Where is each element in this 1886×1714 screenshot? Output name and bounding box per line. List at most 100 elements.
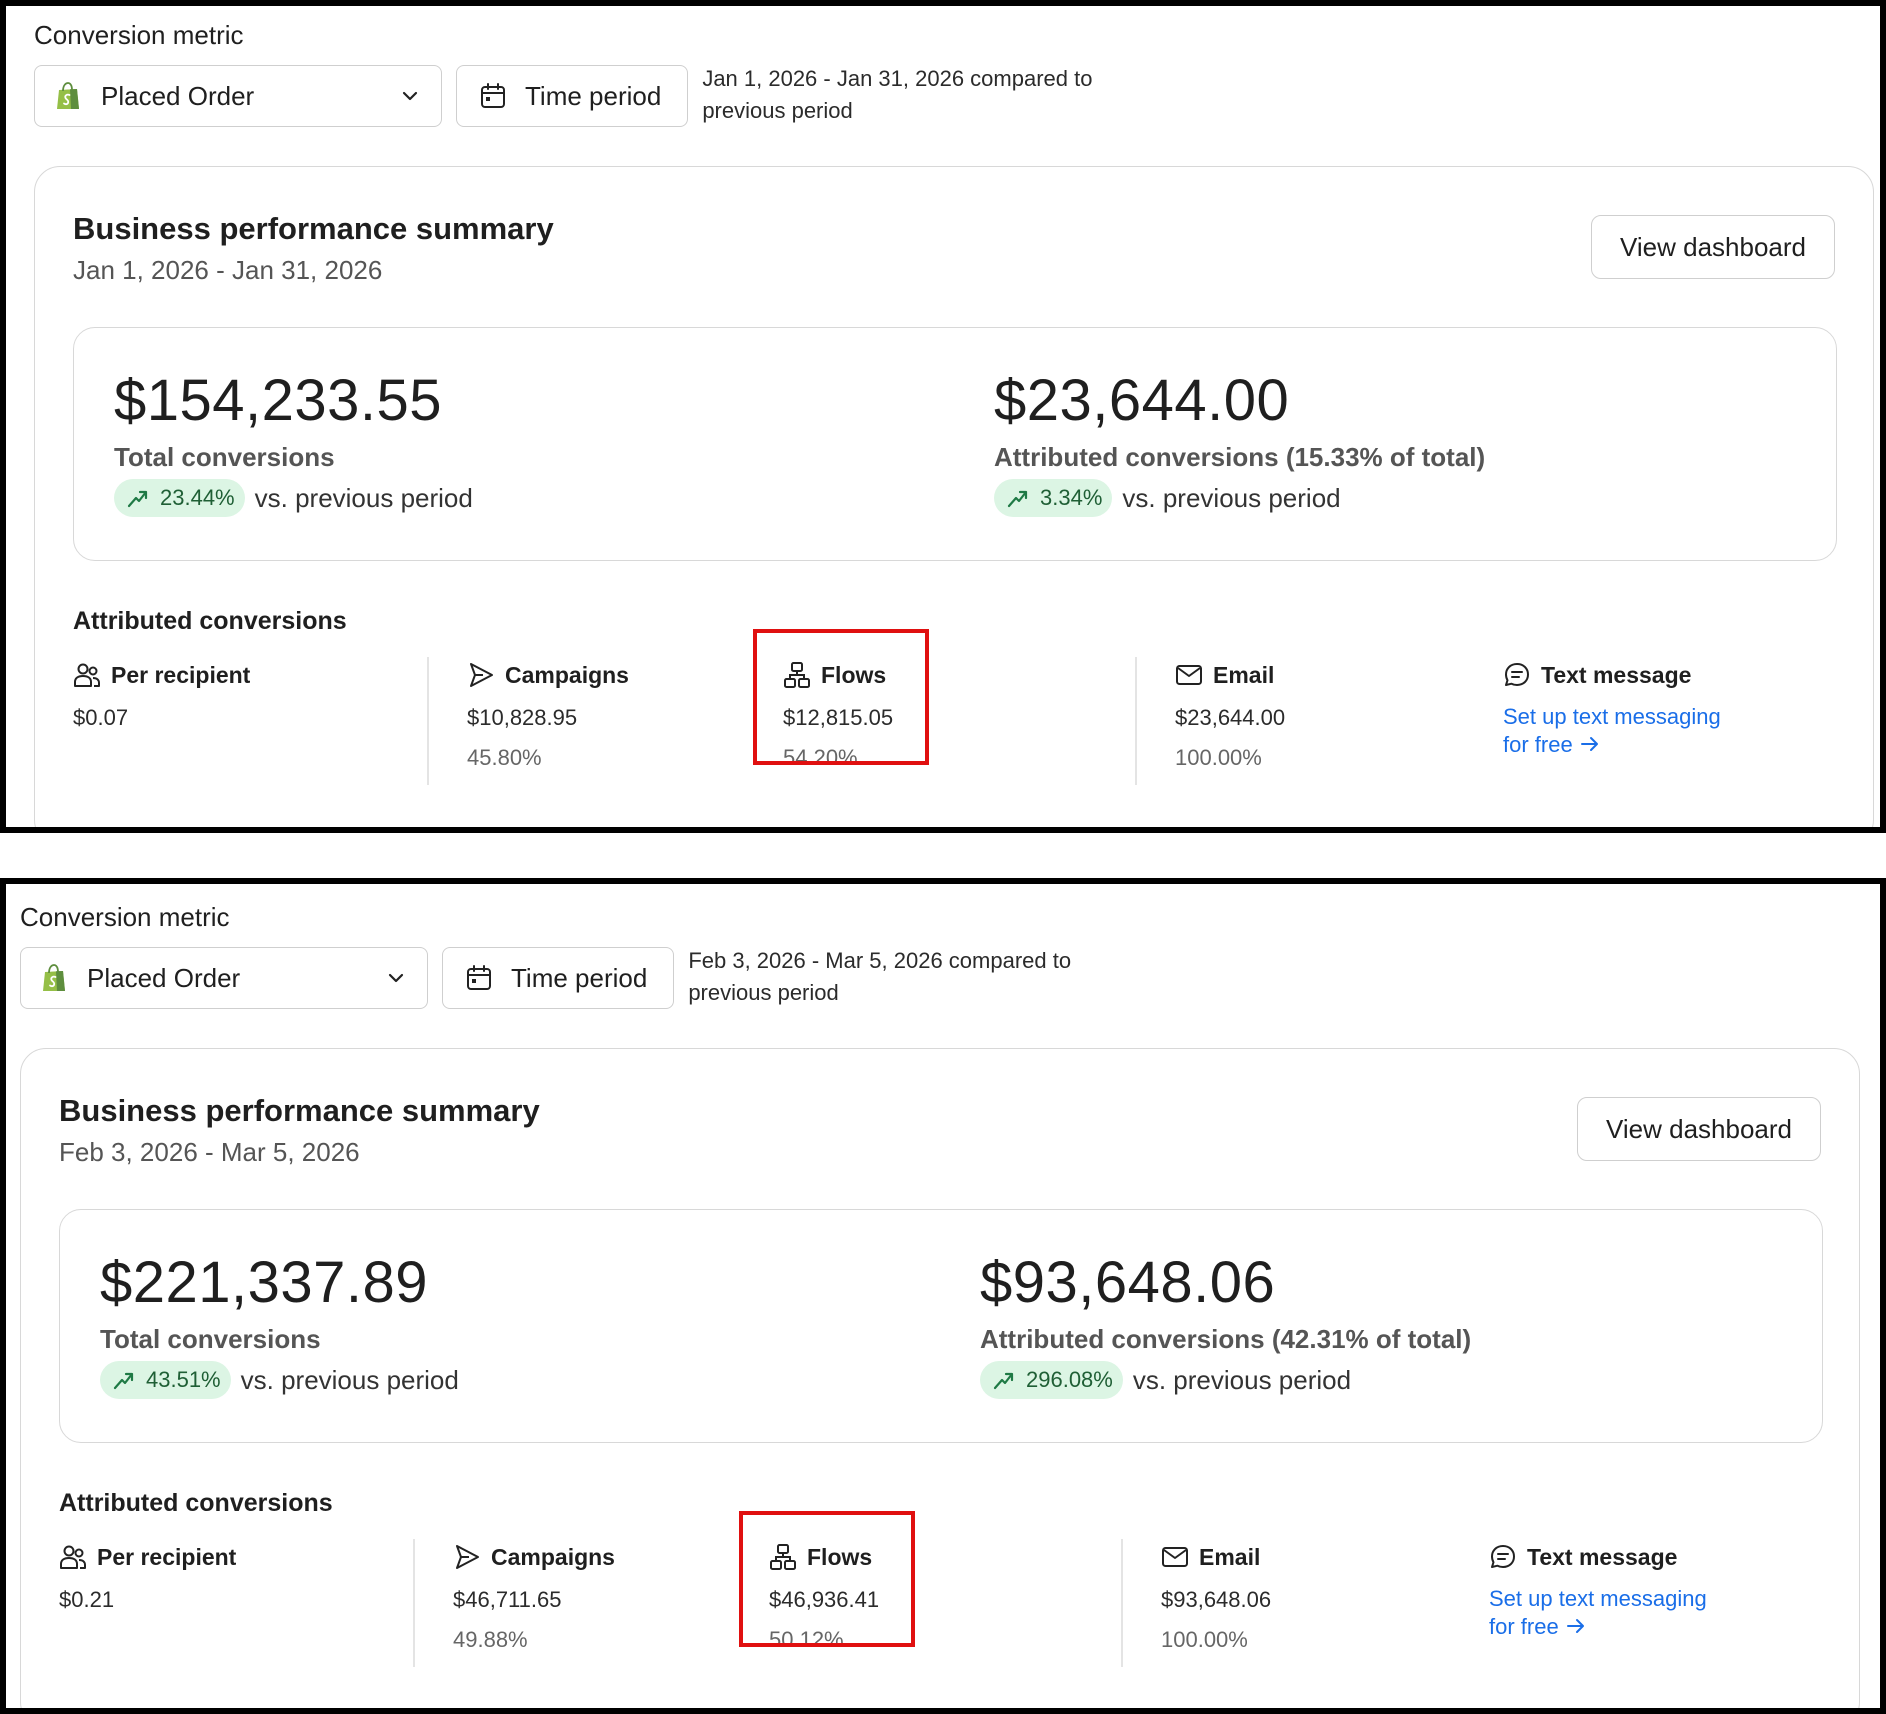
campaigns-column: Campaigns $10,828.95 45.80%	[467, 657, 629, 787]
total-delta-badge: 43.51%	[100, 1361, 231, 1399]
attributed-conversions-value: $93,648.06	[980, 1250, 1276, 1315]
email-value: $93,648.06	[1161, 1587, 1272, 1612]
flows-value: $46,936.41	[769, 1587, 880, 1612]
campaigns-percent: 45.80%	[467, 745, 542, 770]
column-divider	[427, 657, 429, 785]
chat-icon	[1505, 663, 1529, 686]
totals-box: $154,233.55 Total conversions 23.44% vs.…	[73, 327, 1837, 561]
total-delta-value: 43.51%	[146, 1367, 221, 1392]
campaigns-label: Campaigns	[491, 1543, 615, 1570]
shopify-bag-icon	[57, 82, 79, 109]
total-delta-badge: 23.44%	[114, 479, 245, 517]
view-dashboard-button[interactable]: View dashboard	[1591, 215, 1835, 279]
flows-percent: 50.12%	[769, 1627, 844, 1652]
business-performance-card: Business performance summary Feb 3, 2026…	[20, 1048, 1860, 1708]
totals-box: $221,337.89 Total conversions 43.51% vs.…	[59, 1209, 1823, 1443]
highlight-box	[739, 1511, 915, 1647]
conversion-metric-label: Conversion metric	[34, 20, 244, 50]
attributed-conversions-block: $23,644.00 Attributed conversions (15.33…	[994, 368, 1485, 517]
date-range-note: Jan 1, 2026 - Jan 31, 2026 compared to p…	[702, 66, 1093, 123]
per-recipient-label: Per recipient	[97, 1543, 237, 1570]
business-performance-card: Business performance summary Jan 1, 2026…	[34, 166, 1874, 827]
email-column: Email $23,644.00 100.00%	[1175, 657, 1285, 787]
campaigns-percent: 49.88%	[453, 1627, 528, 1652]
view-dashboard-button[interactable]: View dashboard	[1577, 1097, 1821, 1161]
attributed-conversions-value: $23,644.00	[994, 368, 1290, 433]
total-delta-value: 23.44%	[160, 485, 235, 510]
card-title: Business performance summary	[59, 1093, 540, 1128]
email-percent: 100.00%	[1175, 745, 1262, 770]
per-recipient-column: Per recipient $0.07	[73, 657, 250, 787]
flows-label: Flows	[807, 1543, 873, 1570]
send-icon	[470, 663, 493, 687]
total-delta-row: 23.44% vs. previous period	[114, 479, 473, 517]
text-message-label: Text message	[1541, 661, 1692, 688]
highlight-box	[753, 629, 929, 765]
panel-content: Conversion metric Placed Order	[34, 20, 1880, 827]
total-conversions-label: Total conversions	[100, 1324, 321, 1354]
time-period-label: Time period	[511, 962, 648, 993]
total-conversions-value: $154,233.55	[114, 368, 443, 433]
total-conversions-block: $154,233.55 Total conversions 23.44% vs.…	[114, 368, 473, 517]
people-icon	[60, 1545, 86, 1569]
vs-previous-text: vs. previous period	[254, 482, 473, 513]
arrow-right-icon	[1580, 737, 1598, 751]
per-recipient-value: $0.21	[59, 1587, 115, 1612]
per-recipient-label: Per recipient	[111, 661, 251, 688]
attributed-delta-badge: 3.34%	[994, 479, 1113, 517]
link-line-1: Set up text messaging	[1503, 704, 1721, 729]
chevron-down-icon	[402, 91, 418, 101]
setup-text-messaging-link[interactable]: Set up text messaging for free	[1489, 1585, 1707, 1641]
total-conversions-value: $221,337.89	[100, 1250, 429, 1315]
attributed-delta-value: 296.08%	[1026, 1367, 1113, 1392]
chat-icon	[1491, 1545, 1515, 1568]
screenshot-panel: Conversion metric Placed Order	[0, 878, 1886, 1714]
card-date-range: Feb 3, 2026 - Mar 5, 2026	[59, 1137, 360, 1167]
metric-controls: Placed Order Time period Feb 3, 2026 - M…	[20, 947, 1128, 1009]
email-value: $23,644.00	[1175, 705, 1286, 730]
flows-column: Flows $46,936.41 50.12%	[739, 1511, 915, 1669]
flows-value: $12,815.05	[783, 705, 894, 730]
trend-up-icon	[993, 1372, 1014, 1390]
calendar-icon	[481, 83, 505, 108]
attributed-delta-row: 3.34% vs. previous period	[994, 479, 1485, 517]
metric-select-value: Placed Order	[101, 80, 255, 111]
setup-text-messaging-link[interactable]: Set up text messaging for free	[1503, 703, 1721, 759]
attributed-delta-value: 3.34%	[1040, 485, 1103, 510]
mail-icon	[1162, 1547, 1188, 1567]
link-line-1: Set up text messaging	[1489, 1586, 1707, 1611]
vs-previous-text: vs. previous period	[1132, 1364, 1352, 1395]
card-date-range: Jan 1, 2026 - Jan 31, 2026	[73, 255, 383, 285]
conversion-metric-select[interactable]: Placed Order	[34, 65, 442, 127]
attributed-conversions-label: Attributed conversions (15.33% of total)	[994, 442, 1486, 472]
attributed-conversions-block: $93,648.06 Attributed conversions (42.31…	[980, 1250, 1471, 1399]
screenshot-panel: Conversion metric Placed Order	[0, 0, 1886, 833]
metric-select-value: Placed Order	[87, 962, 241, 993]
campaigns-label: Campaigns	[505, 661, 629, 688]
people-icon	[74, 663, 100, 687]
email-label: Email	[1213, 661, 1275, 688]
attributed-delta-badge: 296.08%	[980, 1361, 1123, 1399]
campaigns-value: $10,828.95	[467, 705, 578, 730]
flows-icon	[770, 1544, 796, 1570]
column-divider	[1121, 1539, 1123, 1667]
arrow-right-icon	[1566, 1619, 1584, 1633]
time-period-button[interactable]: Time period	[442, 947, 675, 1009]
per-recipient-value: $0.07	[73, 705, 129, 730]
text-message-column: Text message Set up text messaging for f…	[1489, 1539, 1707, 1669]
email-percent: 100.00%	[1161, 1627, 1248, 1652]
mail-icon	[1176, 665, 1202, 685]
campaigns-column: Campaigns $46,711.65 49.88%	[453, 1539, 615, 1669]
metric-controls: Placed Order Time period Jan 1, 2026 - J…	[34, 65, 1142, 127]
campaigns-value: $46,711.65	[453, 1587, 562, 1612]
send-icon	[456, 1545, 479, 1569]
time-period-button[interactable]: Time period	[456, 65, 689, 127]
total-conversions-label: Total conversions	[114, 442, 335, 472]
flows-label: Flows	[821, 661, 887, 688]
link-line-2: for free	[1503, 732, 1573, 757]
trend-up-icon	[127, 490, 148, 508]
conversion-metric-select[interactable]: Placed Order	[20, 947, 428, 1009]
calendar-icon	[467, 965, 491, 990]
attributed-conversions-heading: Attributed conversions	[73, 607, 347, 635]
card-title: Business performance summary	[73, 211, 554, 246]
